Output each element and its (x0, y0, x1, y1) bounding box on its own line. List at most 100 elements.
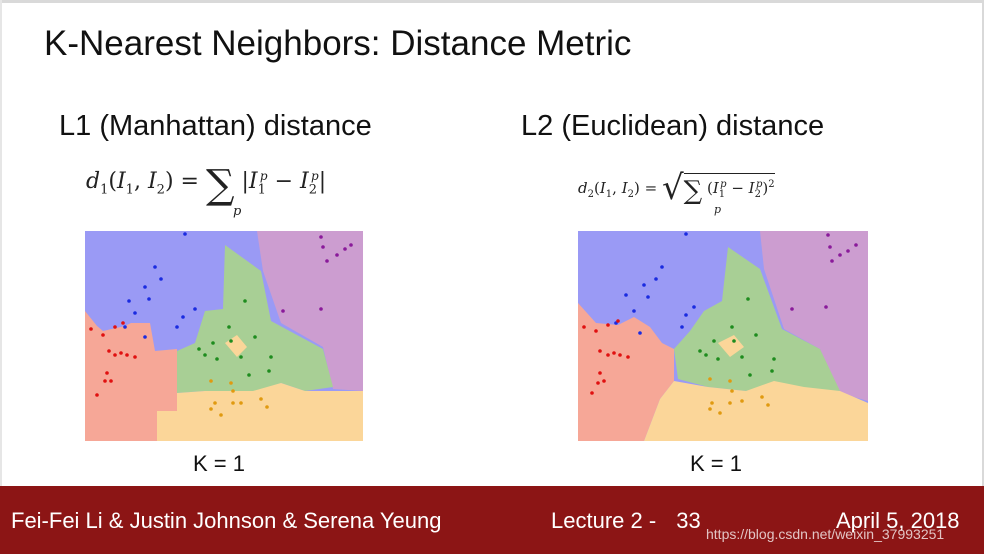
point-orange-marker (708, 377, 712, 381)
point-orange-marker (760, 395, 764, 399)
point-orange-marker (231, 389, 235, 393)
l2-k-label: K = 1 (690, 451, 742, 476)
point-green-marker (215, 357, 219, 361)
point-purple-marker (828, 245, 832, 249)
l1-decision-plot (85, 231, 363, 441)
l2-points (582, 232, 858, 415)
point-green-marker (267, 369, 271, 373)
region-green (674, 247, 840, 391)
point-purple-marker (335, 253, 339, 257)
point-purple-marker (319, 235, 323, 239)
point-orange-marker (728, 379, 732, 383)
point-green-marker (197, 347, 201, 351)
region-purple (760, 231, 868, 401)
point-orange-marker (265, 405, 269, 409)
point-orange-marker (718, 411, 722, 415)
point-green-marker (253, 335, 257, 339)
region-orange-island (718, 335, 744, 357)
point-blue-marker (638, 331, 642, 335)
point-orange-marker (730, 389, 734, 393)
point-green-marker (227, 325, 231, 329)
point-green-marker (730, 325, 734, 329)
point-red-marker (95, 393, 99, 397)
point-red-marker (125, 353, 129, 357)
point-blue-marker (646, 295, 650, 299)
point-green-marker (772, 357, 776, 361)
point-red-marker (113, 325, 117, 329)
point-red-marker (594, 329, 598, 333)
l2-formula: d2(I1, I2) = √∑ (I1p − I2p)2 (578, 168, 775, 208)
point-green-marker (203, 353, 207, 357)
footer-page-number: 33 (676, 508, 701, 533)
point-green-marker (211, 341, 215, 345)
l1-points (89, 232, 353, 417)
point-purple-marker (830, 259, 834, 263)
point-orange-marker (740, 399, 744, 403)
point-red-marker (606, 353, 610, 357)
region-red (85, 311, 177, 441)
point-purple-marker (838, 253, 842, 257)
l2-heading: L2 (Euclidean) distance (521, 110, 825, 142)
point-blue-marker (632, 309, 636, 313)
footer-lecture-label: Lecture 2 - (551, 508, 657, 533)
point-blue-marker (143, 285, 147, 289)
point-blue-marker (183, 232, 187, 236)
point-red-marker (582, 325, 586, 329)
footer-date: April 5, 2018 (836, 508, 960, 533)
l1-k-label: K = 1 (193, 451, 245, 476)
point-blue-marker (133, 311, 137, 315)
point-purple-marker (349, 243, 353, 247)
point-orange-marker (229, 381, 233, 385)
point-blue-marker (181, 315, 185, 319)
point-green-marker (698, 349, 702, 353)
point-orange-marker (219, 413, 223, 417)
l2-decision-plot (578, 231, 868, 441)
point-blue-marker (143, 335, 147, 339)
point-green-marker (740, 355, 744, 359)
point-orange-marker (766, 403, 770, 407)
point-blue-marker (684, 313, 688, 317)
point-red-marker (133, 355, 137, 359)
point-red-marker (616, 319, 620, 323)
point-orange-marker (209, 407, 213, 411)
point-red-marker (598, 371, 602, 375)
point-blue-marker (692, 305, 696, 309)
point-blue-marker (159, 277, 163, 281)
point-green-marker (704, 353, 708, 357)
point-purple-marker (319, 307, 323, 311)
point-purple-marker (343, 247, 347, 251)
region-orange (157, 383, 363, 441)
point-blue-marker (654, 277, 658, 281)
point-blue-marker (193, 307, 197, 311)
point-red-marker (121, 321, 125, 325)
point-blue-marker (684, 232, 688, 236)
point-green-marker (746, 297, 750, 301)
point-purple-marker (854, 243, 858, 247)
footer-bar (0, 486, 984, 554)
point-blue-marker (624, 293, 628, 297)
region-purple (257, 231, 363, 391)
point-purple-marker (846, 249, 850, 253)
point-red-marker (606, 323, 610, 327)
point-orange-marker (239, 401, 243, 405)
footer-authors: Fei-Fei Li & Justin Johnson & Serena Yeu… (11, 508, 442, 533)
point-orange-marker (213, 401, 217, 405)
point-red-marker (618, 353, 622, 357)
l1-sum-index: p (233, 204, 242, 219)
point-red-marker (598, 349, 602, 353)
point-red-marker (596, 381, 600, 385)
footer-lecture: Lecture 2 - 33 (551, 508, 701, 534)
point-green-marker (243, 299, 247, 303)
slide-border-left (0, 0, 2, 486)
point-orange-marker (209, 379, 213, 383)
slide-border-right (982, 0, 984, 486)
point-red-marker (119, 351, 123, 355)
point-purple-marker (824, 305, 828, 309)
point-green-marker (239, 355, 243, 359)
point-green-marker (748, 373, 752, 377)
point-red-marker (612, 351, 616, 355)
point-green-marker (269, 355, 273, 359)
point-red-marker (101, 333, 105, 337)
region-orange (644, 381, 868, 441)
region-red (578, 303, 674, 441)
